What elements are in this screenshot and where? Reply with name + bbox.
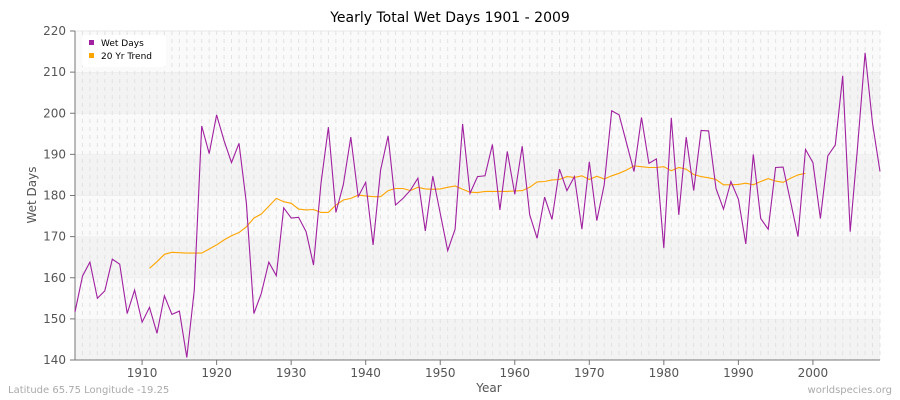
grid-band (75, 72, 880, 114)
x-tick-label: 2000 (798, 366, 829, 380)
x-tick-label: 1920 (201, 366, 232, 380)
y-tick-label: 140 (43, 353, 66, 367)
x-tick-label: 1950 (425, 366, 456, 380)
trend-line (149, 165, 806, 269)
x-tick-label: 1990 (723, 366, 754, 380)
y-tick-label: 220 (43, 24, 66, 38)
legend-swatch-trend (89, 53, 94, 58)
y-axis-label: Wet Days (25, 166, 39, 223)
x-tick-label: 1910 (127, 366, 158, 380)
y-tick-label: 170 (43, 230, 66, 244)
y-tick-label: 210 (43, 65, 66, 79)
x-tick-label: 1980 (649, 366, 680, 380)
y-tick-label: 160 (43, 271, 66, 285)
legend: Wet Days 20 Yr Trend (82, 35, 166, 67)
x-tick-label: 1930 (276, 366, 307, 380)
y-tick-label: 190 (43, 147, 66, 161)
chart-title: Yearly Total Wet Days 1901 - 2009 (329, 10, 570, 26)
footer-location: Latitude 65.75 Longitude -19.25 (8, 385, 169, 396)
x-tick-label: 1960 (499, 366, 530, 380)
x-tick-label: 1970 (574, 366, 605, 380)
legend-label-wet-days: Wet Days (101, 39, 144, 49)
footer-source: worldspecies.org (808, 385, 892, 396)
y-tick-label: 150 (43, 312, 66, 326)
x-tick-label: 1940 (350, 366, 381, 380)
y-tick-label: 200 (43, 106, 66, 120)
legend-label-trend: 20 Yr Trend (101, 52, 152, 62)
wet-days-line (74, 52, 881, 358)
legend-swatch-wet-days (89, 40, 94, 45)
x-axis-label: Year (475, 381, 501, 395)
y-tick-label: 180 (43, 189, 66, 203)
